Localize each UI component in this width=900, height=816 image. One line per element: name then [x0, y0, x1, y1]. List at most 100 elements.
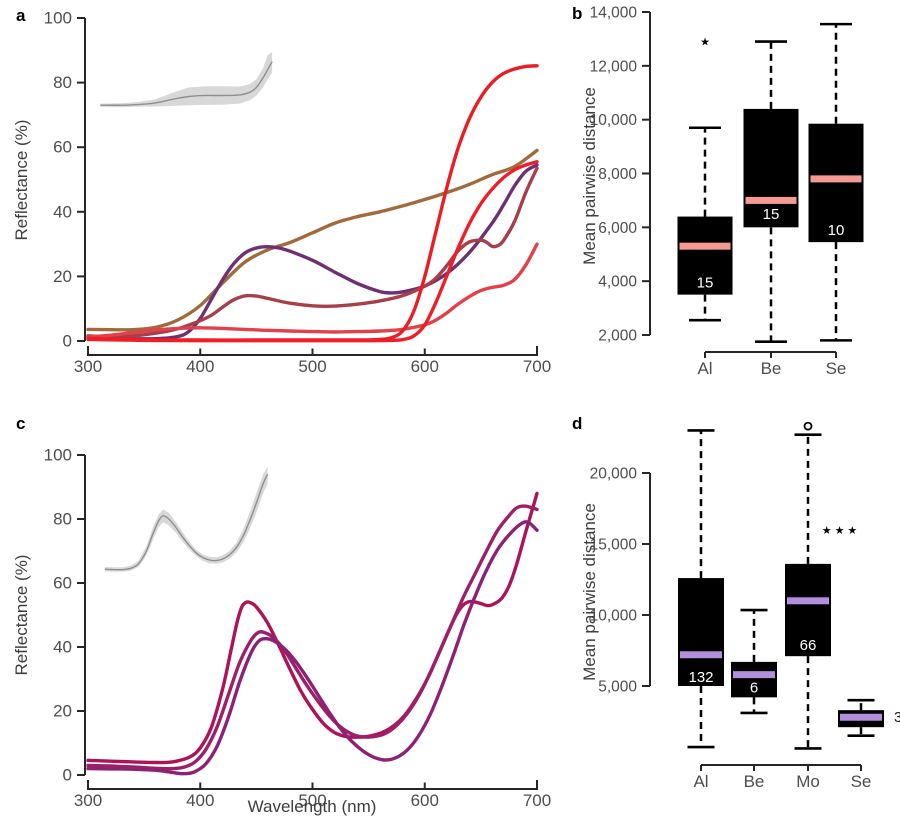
x-tick-label: 500: [298, 357, 326, 376]
y-tick-label: 40: [53, 202, 72, 221]
purple-spectrum: [86, 163, 539, 341]
sample-size-label: 132: [688, 669, 713, 686]
category-label: Al: [697, 359, 712, 378]
red-steep-spectrum-1: [86, 64, 539, 342]
panel-a-y-axis-label: Reflectance (%): [12, 119, 31, 241]
median-line: [810, 175, 862, 183]
y-tick-label: 4,000: [598, 274, 637, 291]
box-Al: 132: [678, 429, 724, 749]
panel-a-line-chart: 0 20 40 60 80 100 300 400 500 600 700: [44, 9, 552, 377]
red-steep-spectrum-2: [86, 160, 539, 343]
y-tick-label: 0: [63, 332, 72, 351]
x-tick-label: 300: [74, 357, 102, 376]
category-label: Be: [744, 772, 765, 791]
significance-stars: ★★★: [822, 525, 861, 537]
y-tick-label: 20: [53, 267, 72, 286]
sample-size-label: 15: [763, 206, 780, 223]
sample-size-label: 10: [828, 222, 845, 239]
median-line: [840, 713, 882, 721]
y-tick-label: 20,000: [590, 466, 638, 483]
y-tick-label: 10,000: [590, 112, 638, 129]
category-label: Se: [851, 772, 872, 791]
light-red-spectrum: [86, 242, 539, 339]
panel-d-letter: d: [572, 414, 583, 433]
iqr-box: [731, 661, 777, 698]
x-tick-label: 600: [411, 357, 439, 376]
sample-size-label: 6: [750, 679, 758, 696]
box-Se: 3: [838, 698, 900, 737]
y-tick-label: 10,000: [590, 608, 638, 625]
panel-d-y-axis-label: Mean pairwise distance: [580, 503, 599, 681]
median-line: [745, 196, 797, 204]
y-tick-label: 40: [53, 638, 72, 657]
x-tick-label: 400: [186, 357, 214, 376]
inset-mean-line: [104, 473, 269, 571]
category-label: Se: [826, 359, 847, 378]
y-tick-label: 80: [53, 73, 72, 92]
y-tick-label: 100: [44, 446, 72, 465]
x-tick-label: 600: [411, 791, 439, 810]
panel-a-letter: a: [16, 6, 26, 25]
magenta-spectrum: [86, 504, 539, 771]
panel-c-letter: c: [16, 414, 26, 433]
y-tick-label: 15,000: [590, 537, 638, 554]
panel-b-boxplot: 2,000 4,000 6,000 8,000 10,000 12,000 14,000 Al…: [590, 5, 864, 378]
inset-mean-line: [100, 61, 273, 106]
iqr-box: [785, 563, 831, 657]
panel-c-line-chart: 0 20 40 60 80 100 300 400 500 600 700: [44, 446, 552, 811]
box-Mo: 66: [785, 421, 831, 750]
panel-b-letter: b: [572, 4, 583, 23]
box-Al: 15 ★: [677, 37, 733, 322]
iqr-box: [677, 216, 733, 295]
mean-spectrum-inset: [104, 466, 269, 572]
y-tick-label: 5,000: [598, 679, 637, 696]
y-tick-label: 14,000: [590, 5, 638, 22]
mean-spectrum-inset: [100, 51, 273, 108]
box-Be: 6: [731, 608, 777, 715]
y-tick-label: 6,000: [598, 220, 637, 237]
inset-confidence-band: [100, 51, 273, 108]
median-line: [679, 242, 731, 250]
y-tick-label: 80: [53, 510, 72, 529]
panel-b-y-axis-label: Mean pairwise distance: [580, 87, 599, 265]
sample-size-label: 3: [894, 709, 900, 726]
y-tick-label: 100: [44, 9, 72, 28]
iqr-box: [808, 123, 864, 243]
x-tick-label: 700: [523, 791, 551, 810]
x-tick-label: 500: [298, 791, 326, 810]
violet-spectrum: [86, 520, 539, 776]
category-label: Mo: [796, 772, 820, 791]
median-line: [733, 671, 775, 679]
sample-size-label: 66: [800, 637, 817, 654]
y-tick-label: 20: [53, 702, 72, 721]
category-label: Al: [693, 772, 708, 791]
panel-c-y-axis-label: Reflectance (%): [12, 554, 31, 676]
outlier-point: [803, 421, 813, 431]
crimson-spectrum: [86, 491, 539, 765]
iqr-box: [743, 108, 799, 228]
category-label: Be: [761, 359, 782, 378]
maroon-spectrum: [86, 166, 539, 339]
y-tick-label: 60: [53, 138, 72, 157]
x-axis-label-wavelength: Wavelength (nm): [247, 797, 377, 816]
x-tick-label: 700: [523, 357, 551, 376]
iqr-box: [678, 578, 724, 686]
y-tick-label: 8,000: [598, 166, 637, 183]
y-tick-label: 2,000: [598, 328, 637, 345]
median-line: [680, 651, 722, 659]
sample-size-label: 15: [697, 275, 714, 292]
significance-star: ★: [700, 37, 710, 49]
x-tick-label: 300: [74, 791, 102, 810]
brown-spectrum: [86, 148, 539, 332]
box-Be: 15: [743, 40, 799, 344]
y-tick-label: 0: [63, 766, 72, 785]
x-tick-label: 400: [186, 791, 214, 810]
y-tick-label: 60: [53, 574, 72, 593]
y-tick-label: 12,000: [590, 58, 638, 75]
median-line: [787, 597, 829, 605]
box-Se: 10: [808, 22, 864, 342]
inset-confidence-band: [104, 466, 268, 572]
